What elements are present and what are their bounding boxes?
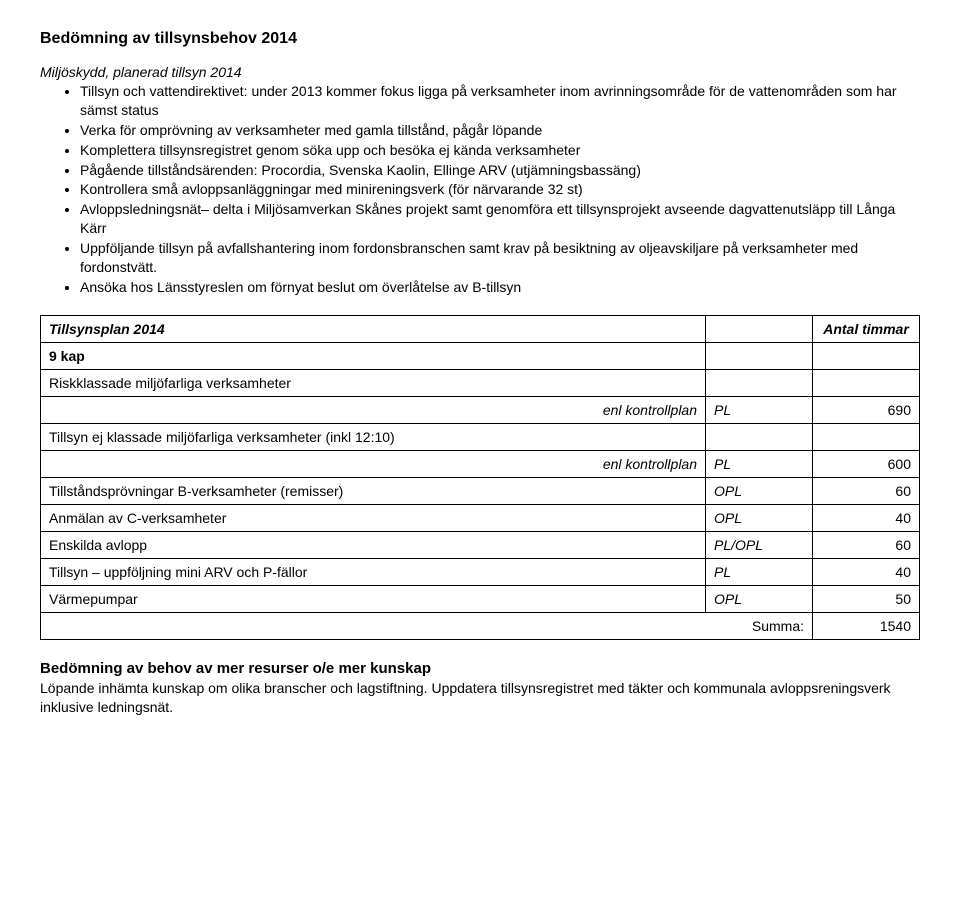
list-item: Avloppsledningsnät– delta i Miljösamverk…	[80, 200, 920, 238]
row-hours: 40	[813, 558, 920, 585]
table-row: Tillsynsplan 2014 Antal timmar	[41, 315, 920, 342]
row-code: OPL	[706, 477, 813, 504]
summa-value: 1540	[813, 612, 920, 639]
row-sublabel: enl kontrollplan	[41, 450, 706, 477]
row-hours: 690	[813, 396, 920, 423]
row-code: PL	[706, 396, 813, 423]
list-item: Verka för omprövning av verksamheter med…	[80, 121, 920, 140]
list-item: Ansöka hos Länsstyreslen om förnyat besl…	[80, 278, 920, 297]
table-title: Tillsynsplan 2014	[41, 315, 706, 342]
tillsynsplan-table: Tillsynsplan 2014 Antal timmar 9 kap Ris…	[40, 315, 920, 640]
table-row-summa: Summa: 1540	[41, 612, 920, 639]
table-row: Anmälan av C-verksamheter OPL 40	[41, 504, 920, 531]
list-item: Kontrollera små avloppsanläggningar med …	[80, 180, 920, 199]
row-code: PL	[706, 558, 813, 585]
table-row: Tillståndsprövningar B-verksamheter (rem…	[41, 477, 920, 504]
closing-text: Löpande inhämta kunskap om olika bransch…	[40, 679, 920, 717]
table-row: Tillsyn ej klassade miljöfarliga verksam…	[41, 423, 920, 450]
sub-heading: Miljöskydd, planerad tillsyn 2014	[40, 64, 920, 80]
row-label: Tillsyn – uppföljning mini ARV och P-fäl…	[41, 558, 706, 585]
table-row: enl kontrollplan PL 690	[41, 396, 920, 423]
row-hours: 50	[813, 585, 920, 612]
row-label: Värmepumpar	[41, 585, 706, 612]
summa-label: Summa:	[41, 612, 813, 639]
list-item: Pågående tillståndsärenden: Procordia, S…	[80, 161, 920, 180]
row-hours: 60	[813, 477, 920, 504]
row-code: OPL	[706, 585, 813, 612]
hours-header: Antal timmar	[813, 315, 920, 342]
row-code: OPL	[706, 504, 813, 531]
bullet-list: Tillsyn och vattendirektivet: under 2013…	[40, 82, 920, 297]
closing-heading: Bedömning av behov av mer resurser o/e m…	[40, 660, 920, 677]
row-label: Enskilda avlopp	[41, 531, 706, 558]
row-hours: 60	[813, 531, 920, 558]
row-label: Tillsyn ej klassade miljöfarliga verksam…	[41, 423, 706, 450]
row-code: PL/OPL	[706, 531, 813, 558]
table-row: enl kontrollplan PL 600	[41, 450, 920, 477]
chapter-label: 9 kap	[41, 342, 706, 369]
row-hours: 40	[813, 504, 920, 531]
table-row: Tillsyn – uppföljning mini ARV och P-fäl…	[41, 558, 920, 585]
row-sublabel: enl kontrollplan	[41, 396, 706, 423]
list-item: Uppföljande tillsyn på avfallshantering …	[80, 239, 920, 277]
list-item: Komplettera tillsynsregistret genom söka…	[80, 141, 920, 160]
main-heading: Bedömning av tillsynsbehov 2014	[40, 30, 920, 48]
list-item: Tillsyn och vattendirektivet: under 2013…	[80, 82, 920, 120]
row-label: Tillståndsprövningar B-verksamheter (rem…	[41, 477, 706, 504]
table-row: Enskilda avlopp PL/OPL 60	[41, 531, 920, 558]
row-hours: 600	[813, 450, 920, 477]
row-label: Anmälan av C-verksamheter	[41, 504, 706, 531]
row-code: PL	[706, 450, 813, 477]
table-row: Riskklassade miljöfarliga verksamheter	[41, 369, 920, 396]
table-row: Värmepumpar OPL 50	[41, 585, 920, 612]
row-label: Riskklassade miljöfarliga verksamheter	[41, 369, 706, 396]
table-row: 9 kap	[41, 342, 920, 369]
